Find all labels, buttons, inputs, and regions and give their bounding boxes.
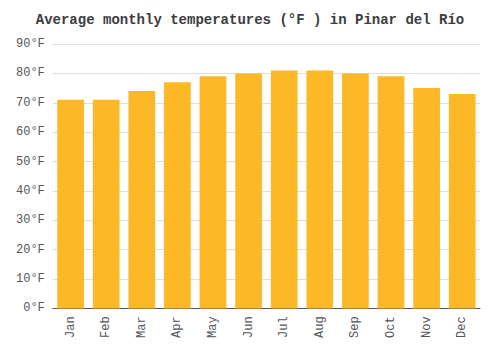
- svg-text:40°F: 40°F: [16, 184, 45, 198]
- svg-text:Dec: Dec: [455, 316, 469, 338]
- svg-text:90°F: 90°F: [16, 37, 45, 51]
- svg-text:Mar: Mar: [135, 316, 149, 338]
- svg-text:Nov: Nov: [420, 316, 434, 338]
- svg-text:50°F: 50°F: [16, 155, 45, 169]
- svg-text:May: May: [206, 316, 220, 338]
- svg-text:Average monthly temperatures (: Average monthly temperatures (°F ) in Pi…: [36, 12, 464, 28]
- svg-text:70°F: 70°F: [16, 96, 45, 110]
- svg-text:20°F: 20°F: [16, 243, 45, 257]
- svg-text:Sep: Sep: [348, 316, 362, 338]
- svg-text:Apr: Apr: [170, 316, 184, 338]
- svg-text:Jan: Jan: [64, 316, 78, 338]
- svg-text:60°F: 60°F: [16, 125, 45, 139]
- svg-text:Jul: Jul: [277, 316, 291, 338]
- svg-text:Aug: Aug: [313, 316, 327, 338]
- svg-text:30°F: 30°F: [16, 213, 45, 227]
- svg-text:Jun: Jun: [242, 316, 256, 338]
- svg-text:Oct: Oct: [384, 316, 398, 338]
- svg-text:Feb: Feb: [99, 316, 113, 338]
- svg-text:0°F: 0°F: [23, 301, 45, 315]
- svg-text:80°F: 80°F: [16, 66, 45, 80]
- svg-text:10°F: 10°F: [16, 272, 45, 286]
